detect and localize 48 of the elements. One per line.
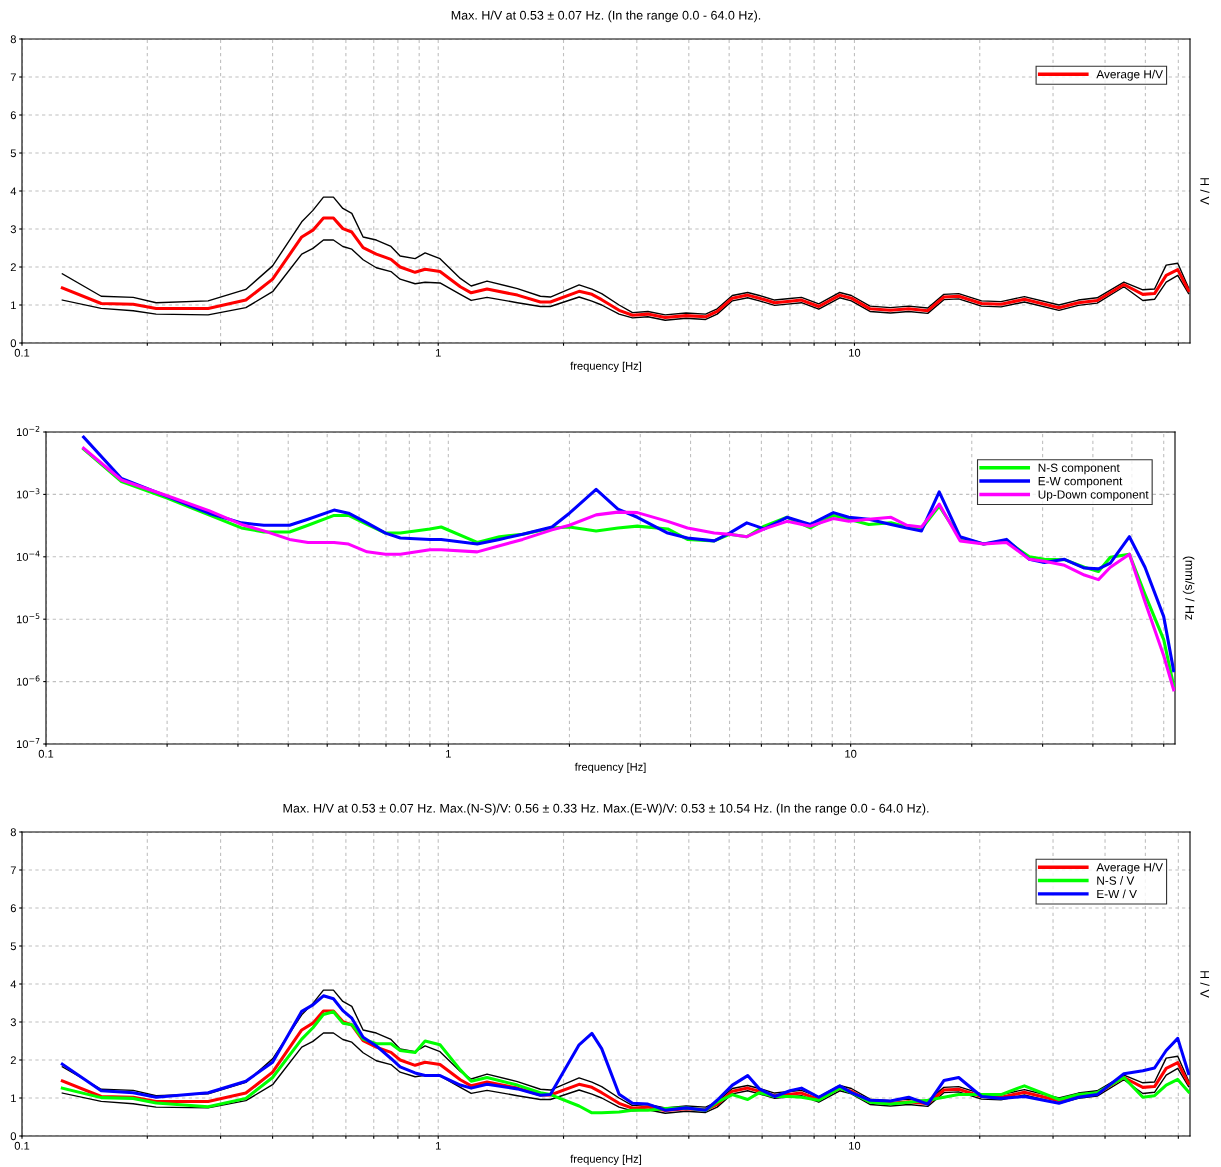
x-tick-label: 1: [435, 348, 441, 357]
y-tick-label: 3: [10, 225, 16, 234]
legend-label: Average H/V: [1096, 69, 1163, 81]
y-tick-label: 3: [10, 1018, 16, 1027]
y-tick-label: 7: [10, 866, 16, 875]
x-tick-label: 10: [849, 348, 861, 357]
y-tick-label: 10$^{−4}$: [16, 550, 40, 561]
y-axis-title: (mm/s) / Hz: [1182, 556, 1195, 620]
x-axis-title: frequency [Hz]: [574, 762, 646, 774]
y-tick-label: 4: [10, 980, 17, 989]
y-tick-label: 6: [10, 904, 16, 913]
y-tick-label: 4: [10, 187, 17, 196]
legend-label: E-W component: [1038, 477, 1123, 488]
x-axis-title: frequency [Hz]: [570, 361, 642, 373]
y-tick-label: 5: [10, 149, 16, 158]
legend-label: Up-Down component: [1038, 490, 1149, 502]
y-tick-label: 8: [10, 828, 16, 837]
y-tick-label: 0: [10, 339, 17, 348]
y-tick-label: 1: [11, 1094, 16, 1103]
y-tick-label: 10$^{−6}$: [16, 675, 40, 686]
x-tick-label: 10: [849, 1141, 861, 1150]
x-axis-title: frequency [Hz]: [570, 1154, 642, 1166]
x-tick-label: 10: [845, 749, 857, 758]
y-tick-label: 7: [10, 73, 16, 82]
x-tick-label: 0.1: [14, 1141, 30, 1150]
y-tick-label: 10$^{−3}$: [16, 488, 40, 499]
legend-label: E-W / V: [1097, 889, 1137, 899]
y-axis-title: H / V: [1200, 971, 1210, 998]
y-tick-label: 2: [10, 1056, 16, 1065]
y-tick-label: 10$^{−7}$: [16, 738, 40, 749]
y-tick-label: 6: [10, 111, 16, 120]
chart-title: Max. H/V at 0.53 ± 0.07 Hz. Max.(N-S)/V: 0.56 ± 0.33 Hz. Max.(E-W)/V: 0.53 ± 10.54 Hz. (In the range 0.0 - 64.0 Hz).: [283, 803, 929, 816]
y-tick-label: 10$^{−5}$: [16, 613, 40, 624]
legend-label: N-S / V: [1097, 876, 1135, 885]
legend-label: Average H/V: [1096, 862, 1163, 874]
y-axis-title: H / V: [1200, 178, 1210, 205]
y-tick-label: 10$^{−2}$: [16, 425, 40, 437]
legend-label: N-S component: [1038, 463, 1120, 475]
y-tick-label: 5: [10, 942, 16, 951]
y-tick-label: 2: [10, 263, 16, 272]
chart-title: Max. H/V at 0.53 ± 0.07 Hz. (In the range 0.0 - 64.0 Hz).: [451, 10, 761, 23]
x-tick-label: 0.1: [38, 749, 54, 758]
y-tick-label: 8: [10, 35, 16, 44]
y-tick-label: 1: [11, 301, 16, 310]
x-tick-label: 1: [446, 749, 451, 758]
x-tick-label: 0.1: [14, 348, 30, 357]
y-tick-label: 0: [10, 1132, 17, 1141]
x-tick-label: 1: [435, 1141, 441, 1150]
